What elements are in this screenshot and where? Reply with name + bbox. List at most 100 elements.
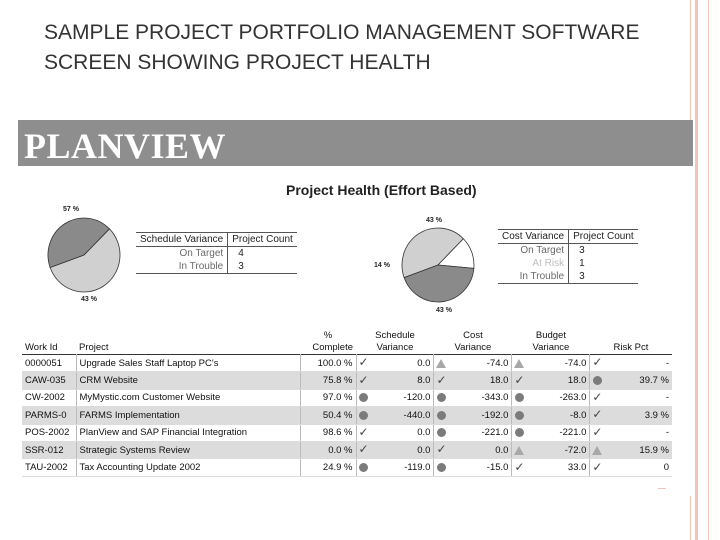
project-name: Strategic Systems Review [76,441,301,460]
work-id: 0000051 [22,354,77,373]
project-count: 3 [579,245,585,256]
circle-status-icon [436,410,446,420]
risk-pct: - [604,424,672,442]
column-header-schedule-top: Schedule [375,330,415,341]
cost-pie-label-bottom: 43 % [436,307,452,314]
cost-variance: 18.0 [448,371,513,390]
pie-slice-in-trouble [403,264,475,303]
column-header-complete: % Complete [300,330,356,355]
cost-table-header: Project Count [568,229,638,244]
percent-complete: 98.6 % [300,424,357,442]
budget-variance: -8.0 [526,406,591,425]
risk-pct: - [604,354,672,373]
cost-pie-chart [401,227,475,303]
table-row[interactable]: 0000051 Upgrade Sales Staff Laptop PC's 10… [22,354,672,373]
work-id: POS-2002 [22,424,77,442]
project-name: PlanView and SAP Financial Integration [76,424,301,442]
schedule-status-label: On Target [136,246,229,260]
table-row[interactable]: PARMS-0 FARMS Implementation 50.4 % -440.0 -… [22,406,672,425]
schedule-variance: 0.0 [370,441,435,460]
cost-table-header: Cost Variance [498,229,569,244]
project-count: 3 [227,260,297,274]
triangle-warning-icon [514,445,525,455]
column-header-budget-top: Budget [535,330,566,341]
budget-variance: -74.0 [526,354,591,373]
check-icon: ✓ [592,407,603,422]
schedule-variance: 0.0 [370,424,435,442]
risk-pct: 3.9 % [604,406,672,425]
schedule-status-label: In Trouble [136,260,229,274]
check-icon: ✓ [592,424,603,439]
pie-slice-on-target [49,228,121,293]
project-count: 3 [568,270,638,284]
check-icon: ✓ [592,459,603,474]
work-id: SSR-012 [22,441,77,460]
app-banner: PLANVIEW [18,120,693,166]
risk-pct: - [604,389,672,408]
project-name: FARMS Implementation [76,406,301,425]
circle-status-icon [436,393,446,403]
project-name: Upgrade Sales Staff Laptop PC's [76,354,301,373]
table-row: On Target 4 [136,246,297,260]
schedule-variance-table: Schedule Variance Project Count On Targe… [136,232,297,274]
column-header-budget: Budget Variance [512,330,590,355]
column-header-project: Project [79,342,109,353]
budget-variance: -72.0 [526,441,591,460]
column-header-cost-top: Cost [463,330,483,341]
project-health-panel: Project Health (Effort Based) 57 % 43 % … [18,166,693,496]
circle-status-icon [436,428,446,438]
table-row[interactable]: POS-2002 PlanView and SAP Financial Integ… [22,424,672,442]
budget-variance: 33.0 [526,458,591,477]
pie-slice-on-target [401,227,464,279]
table-row: In Trouble 3 [136,260,297,274]
table-row: On Target 3 [498,243,638,257]
percent-complete: 100.0 % [300,354,357,373]
column-header-risk: Risk Pct [613,342,649,353]
column-header-complete-top: % [323,330,333,341]
schedule-variance: 8.0 [370,371,435,390]
work-id: CW-2002 [22,389,77,408]
schedule-variance: -440.0 [370,406,435,425]
decorative-line [695,0,698,540]
table-row: In Trouble 3 [498,270,638,284]
cost-variance: -15.0 [448,458,513,477]
column-header-schedule: Schedule Variance [356,330,434,355]
circle-status-icon [514,410,524,420]
percent-complete: 97.0 % [300,389,357,408]
cost-pie-label-left: 14 % [374,262,390,269]
table-row[interactable]: SSR-012 Strategic Systems Review 0.0 % ✓ 0.0… [22,441,672,460]
cost-status-label: At Risk [498,257,570,270]
risk-pct: 0 [604,458,672,477]
budget-variance: 18.0 [526,371,591,390]
check-icon: ✓ [358,424,369,439]
percent-complete: 50.4 % [300,406,357,425]
check-icon: ✓ [592,355,603,370]
circle-status-icon [359,463,368,473]
project-name: MyMystic.com Customer Website [76,389,301,408]
cost-variance-table: Cost Variance Project Count On Target 3 … [498,229,638,284]
risk-pct: 39.7 % [604,371,672,390]
check-icon: ✓ [436,372,447,387]
cost-pie-label-top: 43 % [426,217,442,224]
table-row[interactable]: TAU-2002 Tax Accounting Update 2002 24.9 %… [22,458,672,477]
percent-complete: 24.9 % [300,458,357,477]
check-icon: ✓ [358,355,369,370]
cost-variance: -221.0 [448,424,513,442]
circle-status-icon [359,410,368,420]
cost-status-label: In Trouble [498,270,570,284]
budget-variance: -263.0 [526,389,591,408]
schedule-pie-chart [47,217,121,293]
risk-pct: 15.9 % [604,441,672,460]
circle-status-icon [514,428,524,438]
work-id: PARMS-0 [22,406,77,425]
circle-status-icon [436,463,446,473]
check-icon: ✓ [514,459,525,474]
project-name: CRM Website [76,371,301,390]
table-row[interactable]: CAW-035 CRM Website 75.8 % ✓ 8.0 ✓ 18.0 ✓ 18.0 39… [22,371,672,390]
check-icon: ✓ [358,442,369,457]
table-row[interactable]: CW-2002 MyMystic.com Customer Website 97.0… [22,389,672,408]
column-header-cost-bottom: Variance [454,342,492,353]
column-header-work-id: Work Id [25,342,58,353]
pie-slice-in-trouble [47,217,111,269]
decorative-mark [658,488,666,489]
